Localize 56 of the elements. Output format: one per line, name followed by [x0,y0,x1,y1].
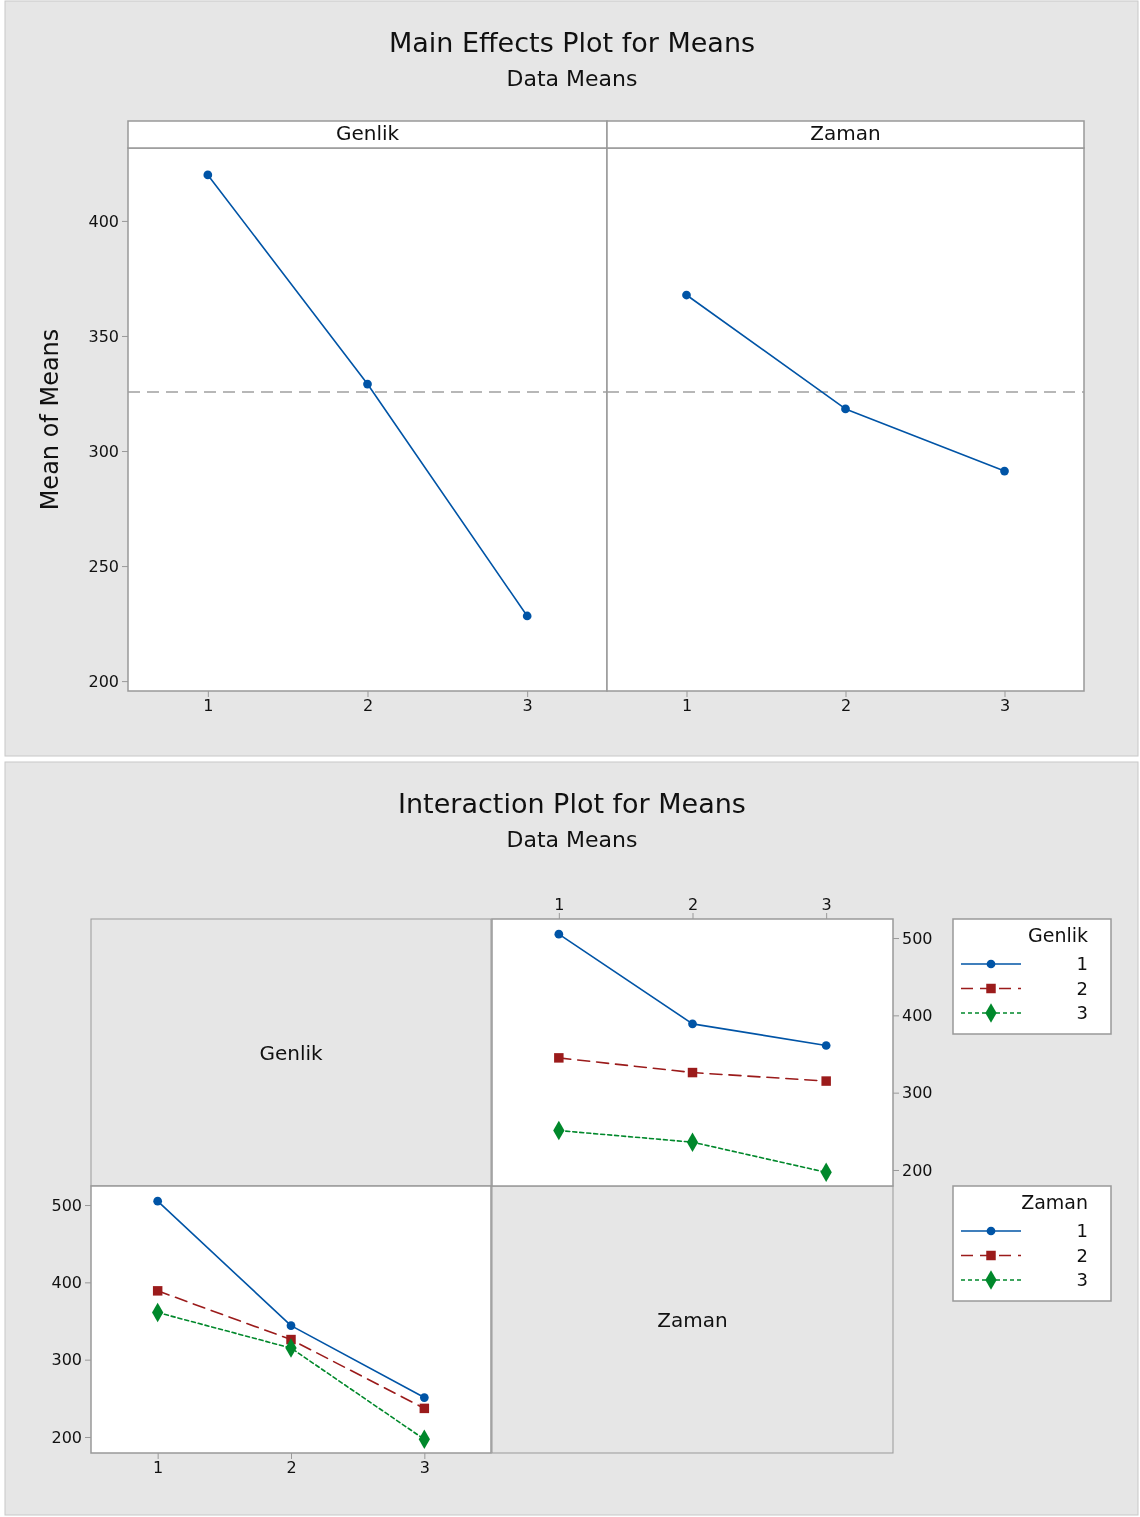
y-tick-label: 500 [902,928,933,948]
x-tick-label: 3 [999,696,1011,716]
chart-subtitle: Data Means [506,66,638,91]
y-tick-label: 400 [902,1005,933,1025]
text: 3 [1076,1269,1088,1290]
chart-subtitle: Data Means [506,827,638,852]
y-tick-label: 400 [51,1272,82,1292]
point [821,1041,831,1050]
legend-title: Genlik [1027,924,1088,946]
x-tick-label: 2 [840,696,852,716]
x-axis-title: Zaman [810,121,881,145]
y-tick-label: 500 [51,1195,82,1215]
y-tick-label: 200 [51,1427,82,1447]
legend-title: Zaman [1021,1191,1088,1213]
x-tick-label: 3 [419,1458,430,1478]
point [554,1053,564,1063]
point [363,379,372,389]
point [688,1019,697,1029]
point [419,1393,429,1402]
x-tick-label: 3 [522,696,533,716]
x-tick-label: 2 [362,696,374,716]
text: 2 [1076,977,1088,999]
y-tick-label: 200 [88,671,119,691]
point [554,929,564,939]
y-tick-label: 250 [88,556,119,576]
y-axis-title: Mean of Means [36,328,64,511]
point [419,1403,430,1414]
point [821,1076,831,1086]
x-axis-title: Zaman [657,1307,728,1332]
y-tick-label: 400 [88,211,119,231]
text: 1 [1076,1220,1088,1241]
x-tick-label: 2 [687,895,699,914]
point [687,1067,698,1078]
text: 3 [1076,1002,1088,1023]
point [522,611,532,621]
point [286,1321,296,1331]
text: 1 [1076,953,1088,974]
x-tick-label: 2 [286,1458,297,1478]
y-tick-label: 300 [51,1350,82,1370]
x-tick-label: 1 [153,1458,164,1478]
chart-title: Interaction Plot for Means [398,788,746,819]
y-tick-label: 300 [902,1083,933,1103]
point [153,1196,163,1206]
y-tick-label: 300 [88,441,119,461]
x-tick-label: 1 [681,696,693,716]
text: 2 [1076,1244,1088,1266]
x-axis-title: Genlik [335,121,400,145]
x-tick-label: 1 [554,895,565,914]
y-tick-label: 200 [902,1160,933,1180]
x-tick-label: 1 [203,696,214,716]
point [203,170,213,180]
point [152,1286,163,1296]
x-tick-label: 3 [821,895,832,914]
x-axis-title: Genlik [259,1040,323,1065]
y-tick-label: 350 [88,326,119,346]
chart-title: Main Effects Plot for Means [388,27,756,58]
